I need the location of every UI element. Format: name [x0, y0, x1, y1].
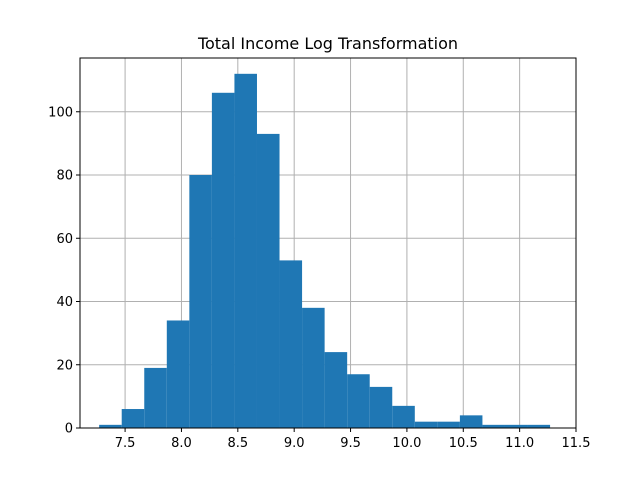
x-tick-label: 10.0 — [392, 436, 421, 451]
histogram-bar — [302, 307, 325, 428]
histogram-bar — [256, 133, 280, 428]
histogram-bar — [459, 415, 483, 428]
x-tick-label: 9.0 — [284, 436, 305, 451]
histogram-bars — [99, 73, 551, 429]
histogram-bar — [279, 260, 303, 428]
histogram-bar — [392, 405, 415, 428]
histogram-bar — [347, 374, 370, 428]
x-tick-label: 9.5 — [340, 436, 361, 451]
histogram-bar — [99, 424, 122, 428]
x-tick-label: 11.0 — [505, 436, 534, 451]
histogram-bar — [414, 421, 438, 428]
histogram-bar — [504, 424, 528, 428]
histogram-bar — [121, 409, 145, 428]
y-axis-ticks: 0 20 40 60 80 100 — [48, 105, 80, 437]
histogram-bar — [437, 421, 460, 428]
histogram-bar — [144, 367, 167, 428]
chart-title: Total Income Log Transformation — [197, 34, 458, 53]
x-tick-label: 8.5 — [227, 436, 248, 451]
x-tick-label: 8.0 — [171, 436, 192, 451]
x-tick-label: 11.5 — [562, 436, 591, 451]
x-tick-label: 10.5 — [449, 436, 478, 451]
y-tick-label: 40 — [56, 295, 73, 310]
histogram-bar — [324, 352, 348, 428]
y-tick-label: 0 — [65, 422, 73, 437]
histogram-bar — [211, 92, 235, 429]
histogram-bar — [369, 386, 393, 428]
y-tick-label: 100 — [48, 105, 73, 120]
histogram-bar — [234, 73, 257, 429]
plot-frame — [79, 57, 577, 429]
histogram-bar — [189, 175, 212, 428]
histogram-bar — [482, 424, 505, 428]
histogram-bar — [166, 320, 190, 428]
y-tick-label: 20 — [56, 358, 73, 373]
histogram-bar — [527, 424, 551, 428]
y-tick-label: 60 — [56, 232, 73, 247]
grid-lines — [80, 58, 577, 429]
y-tick-label: 80 — [56, 169, 73, 184]
x-axis-ticks: 7.5 8.0 8.5 9.0 9.5 10.0 10.5 11.0 11.5 — [115, 428, 591, 451]
x-tick-label: 7.5 — [115, 436, 136, 451]
